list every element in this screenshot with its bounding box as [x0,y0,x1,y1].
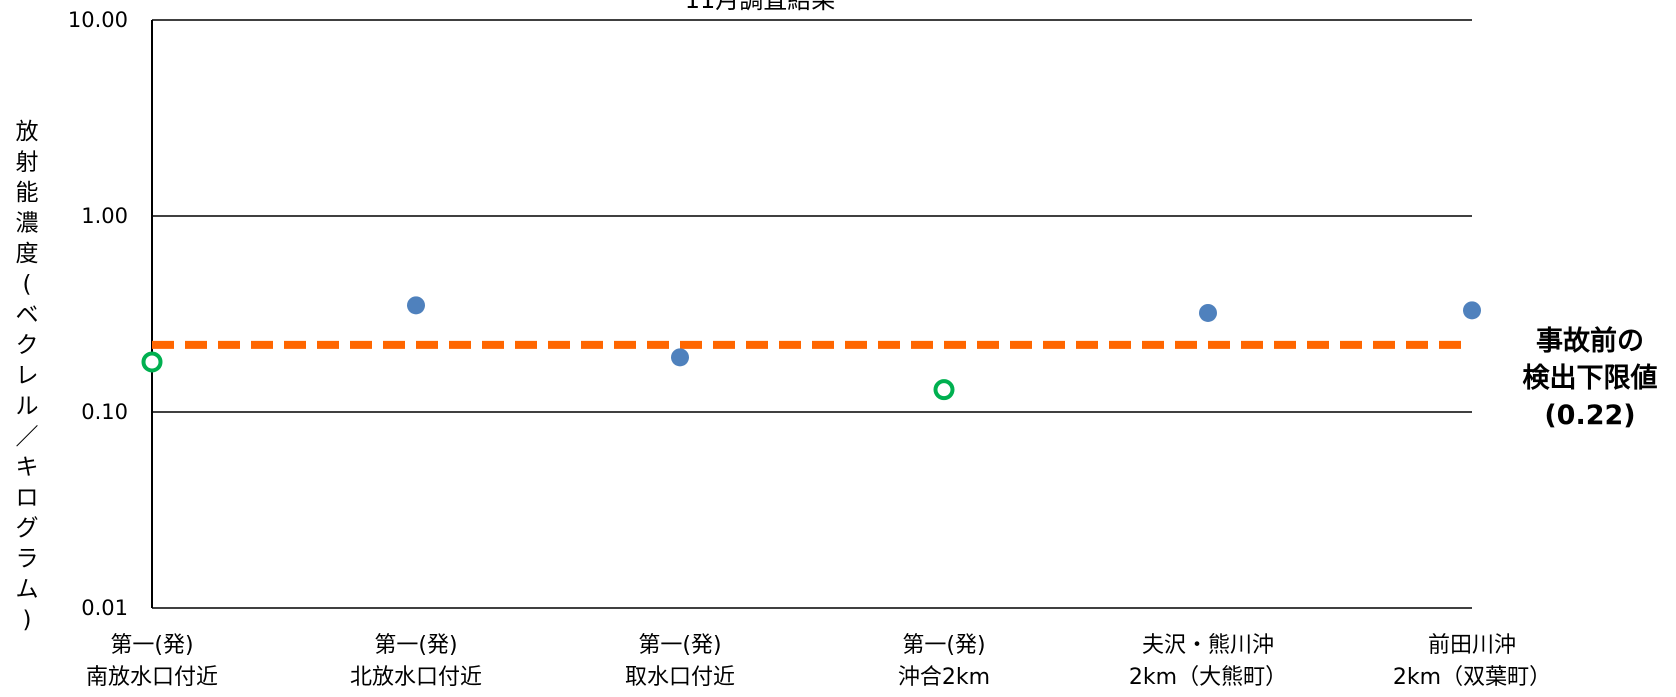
y-axis-label-char: ／ [16,424,39,450]
x-category-label: 第一(発)取水口付近 [625,633,735,690]
data-points [141,296,1481,401]
y-axis-label-char: ロ [16,485,39,511]
data-point [1199,303,1217,322]
y-tick-labels: 10.00 1.00 0.10 0.01 [68,8,128,620]
data-point [1463,301,1481,320]
x-category-label: 夫沢・熊川沖 2km（大熊町） [1129,633,1287,690]
y-axis-label-char: 度 [16,241,39,267]
y-axis-label-char: 射 [16,150,39,176]
data-point [933,379,955,401]
gridlines [152,19,1472,609]
y-axis-label-char: ル [16,394,39,420]
y-axis-label-char: ラ [16,546,39,572]
chart-title: 11月調査結果 [685,0,836,14]
y-axis-label-char: ム [16,577,39,603]
x-category-label: 前田川沖 2km（双葉町） [1393,633,1551,690]
x-category-label: 第一(発)南放水口付近 [86,633,218,690]
data-point [407,296,425,315]
y-tick-label: 0.10 [81,400,128,424]
y-axis-label-char: 放 [16,119,39,145]
reference-label-line: 検出下限値 [1523,363,1658,394]
y-axis-label-char: 能 [16,180,39,206]
data-point [671,348,689,367]
y-axis-label-char: ( [23,272,32,298]
y-axis-label-char: ク [16,333,39,359]
y-tick-label: 1.00 [81,204,128,228]
y-axis-label-char: レ [16,363,39,389]
x-category-label: 第一(発)沖合2km [898,633,990,690]
category-labels: 第一(発)南放水口付近 第一(発)北放水口付近 第一(発)取水口付近 第一(発)沖合2… [86,633,1551,690]
y-axis-label-char: グ [16,516,39,542]
data-point [141,351,163,373]
y-tick-label: 10.00 [68,8,128,32]
y-axis-label-char: ) [23,607,32,633]
y-tick-label: 0.01 [81,596,128,620]
y-axis-label-char: キ [16,455,39,481]
reference-label-line: 事故前の [1536,325,1644,357]
y-axis-label-char: 濃 [16,211,39,237]
x-category-label: 第一(発)北放水口付近 [350,633,482,690]
y-axis-label-char: ベ [16,302,39,328]
reference-label-line: (0.22) [1544,400,1635,431]
